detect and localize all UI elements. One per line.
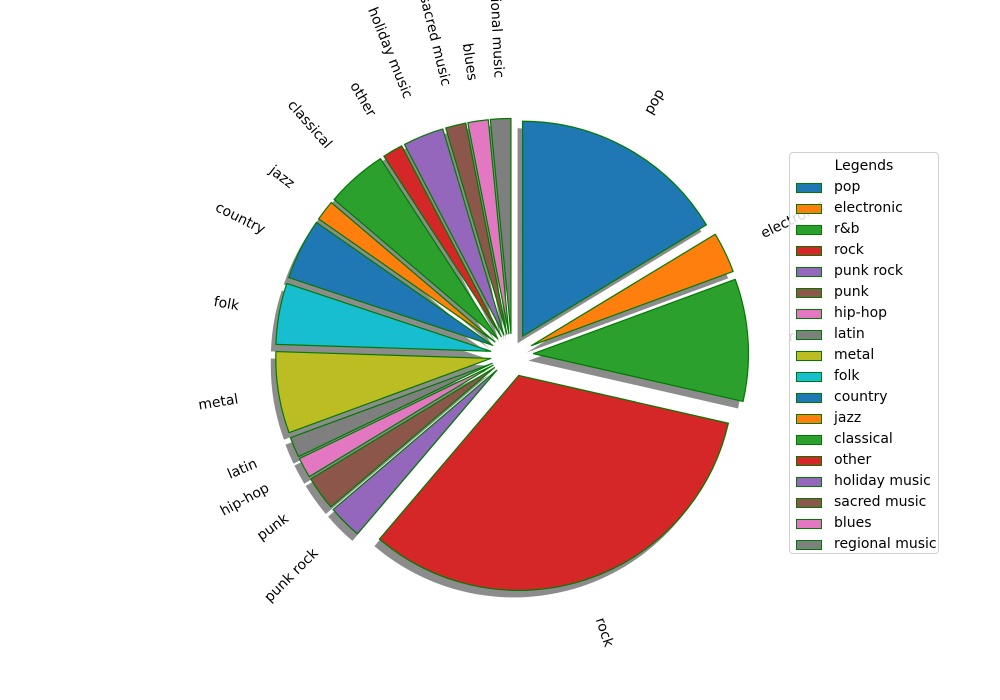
legend-item-holiday-music: holiday music bbox=[790, 471, 938, 492]
legend-swatch bbox=[796, 224, 822, 235]
legend-title: Legends bbox=[834, 158, 894, 174]
legend-item-electronic: electronic bbox=[790, 198, 938, 219]
legend-swatch bbox=[796, 518, 822, 529]
legend-item-punk: punk bbox=[790, 282, 938, 303]
legend-swatch bbox=[796, 455, 822, 466]
legend-item-blues: blues bbox=[790, 513, 938, 534]
slice-pop bbox=[521, 120, 708, 337]
legend-label: r&b bbox=[834, 221, 860, 237]
slice-classical bbox=[333, 158, 499, 340]
slice-label-country: country bbox=[213, 200, 268, 238]
legend-label: country bbox=[834, 389, 888, 405]
slice-label-hip-hop: hip-hop bbox=[218, 480, 272, 519]
slice-label-punk: punk bbox=[254, 510, 292, 544]
legend-item-regional-music: regional music bbox=[790, 534, 938, 553]
slice-punk-rock bbox=[332, 369, 498, 535]
slice-holiday-music bbox=[403, 128, 505, 336]
legend: Legends pop electronic r&b rock punk rock pun… bbox=[789, 152, 939, 554]
legend-swatch bbox=[796, 350, 822, 361]
legend-swatch bbox=[796, 203, 822, 214]
legend-label: classical bbox=[834, 431, 893, 447]
legend-swatch bbox=[796, 476, 822, 487]
legend-item-latin: latin bbox=[790, 324, 938, 345]
legend-label: other bbox=[834, 452, 872, 468]
legend-label: punk bbox=[834, 284, 869, 300]
slice-rock bbox=[378, 374, 729, 591]
slice-label-rock: rock bbox=[592, 616, 617, 650]
legend-item-hip-hop: hip-hop bbox=[790, 303, 938, 324]
slice-other bbox=[383, 145, 502, 338]
legend-label: electronic bbox=[834, 200, 903, 216]
legend-item-other: other bbox=[790, 450, 938, 471]
slice-label-metal: metal bbox=[197, 391, 239, 413]
slice-label-jazz: jazz bbox=[265, 162, 297, 192]
slice-electronic bbox=[530, 233, 734, 347]
legend-label: jazz bbox=[834, 410, 862, 426]
legend-swatch bbox=[796, 434, 822, 445]
legend-swatch bbox=[796, 287, 822, 298]
legend-swatch bbox=[796, 539, 822, 550]
legend-label: rock bbox=[834, 242, 864, 258]
slice-label-sacred-music: sacred music bbox=[416, 0, 454, 88]
slice-punk bbox=[310, 366, 496, 508]
legend-label: regional music bbox=[834, 536, 937, 552]
slice-r-b bbox=[532, 278, 750, 403]
slice-folk bbox=[275, 282, 492, 352]
legend-item-classical: classical bbox=[790, 429, 938, 450]
legend-label: punk rock bbox=[834, 263, 904, 279]
legend-item-country: country bbox=[790, 387, 938, 408]
legend-swatch bbox=[796, 245, 822, 256]
legend-item-r-b: r&b bbox=[790, 219, 938, 240]
slice-label-regional-music: regional music bbox=[486, 0, 507, 78]
legend-swatch bbox=[796, 308, 822, 319]
slice-jazz bbox=[318, 201, 496, 343]
legend-list: pop electronic r&b rock punk rock punk hip-hop… bbox=[790, 177, 938, 553]
legend-item-folk: folk bbox=[790, 366, 938, 387]
legend-item-pop: pop bbox=[790, 177, 938, 198]
slice-latin bbox=[289, 362, 493, 458]
legend-item-punk-rock: punk rock bbox=[790, 261, 938, 282]
slice-label-other: other bbox=[346, 79, 379, 119]
slice-country bbox=[288, 221, 494, 346]
slice-label-punk-rock: punk rock bbox=[261, 545, 322, 606]
slice-label-blues: blues bbox=[459, 42, 480, 81]
legend-swatch bbox=[796, 497, 822, 508]
legend-item-jazz: jazz bbox=[790, 408, 938, 429]
legend-swatch bbox=[796, 329, 822, 340]
slice-metal bbox=[275, 350, 492, 434]
legend-item-rock: rock bbox=[790, 240, 938, 261]
legend-label: hip-hop bbox=[834, 305, 888, 321]
slice-hip-hop bbox=[298, 364, 494, 478]
legend-swatch bbox=[796, 392, 822, 403]
slice-label-holiday-music: holiday music bbox=[364, 5, 415, 101]
slice-blues bbox=[467, 119, 510, 335]
slice-label-folk: folk bbox=[212, 294, 241, 314]
legend-label: folk bbox=[834, 368, 860, 384]
legend-item-metal: metal bbox=[790, 345, 938, 366]
legend-label: holiday music bbox=[834, 473, 931, 489]
legend-label: sacred music bbox=[834, 494, 927, 510]
legend-swatch bbox=[796, 182, 822, 193]
legend-swatch bbox=[796, 266, 822, 277]
legend-item-sacred-music: sacred music bbox=[790, 492, 938, 513]
legend-label: latin bbox=[834, 326, 865, 342]
slice-regional-music bbox=[489, 117, 512, 335]
legend-swatch bbox=[796, 371, 822, 382]
slice-label-pop: pop bbox=[641, 86, 668, 117]
legend-label: pop bbox=[834, 179, 861, 195]
legend-swatch bbox=[796, 413, 822, 424]
slice-sacred-music bbox=[445, 122, 508, 335]
slice-label-classical: classical bbox=[284, 97, 335, 152]
legend-label: blues bbox=[834, 515, 872, 531]
slice-label-latin: latin bbox=[225, 456, 260, 483]
legend-label: metal bbox=[834, 347, 875, 363]
